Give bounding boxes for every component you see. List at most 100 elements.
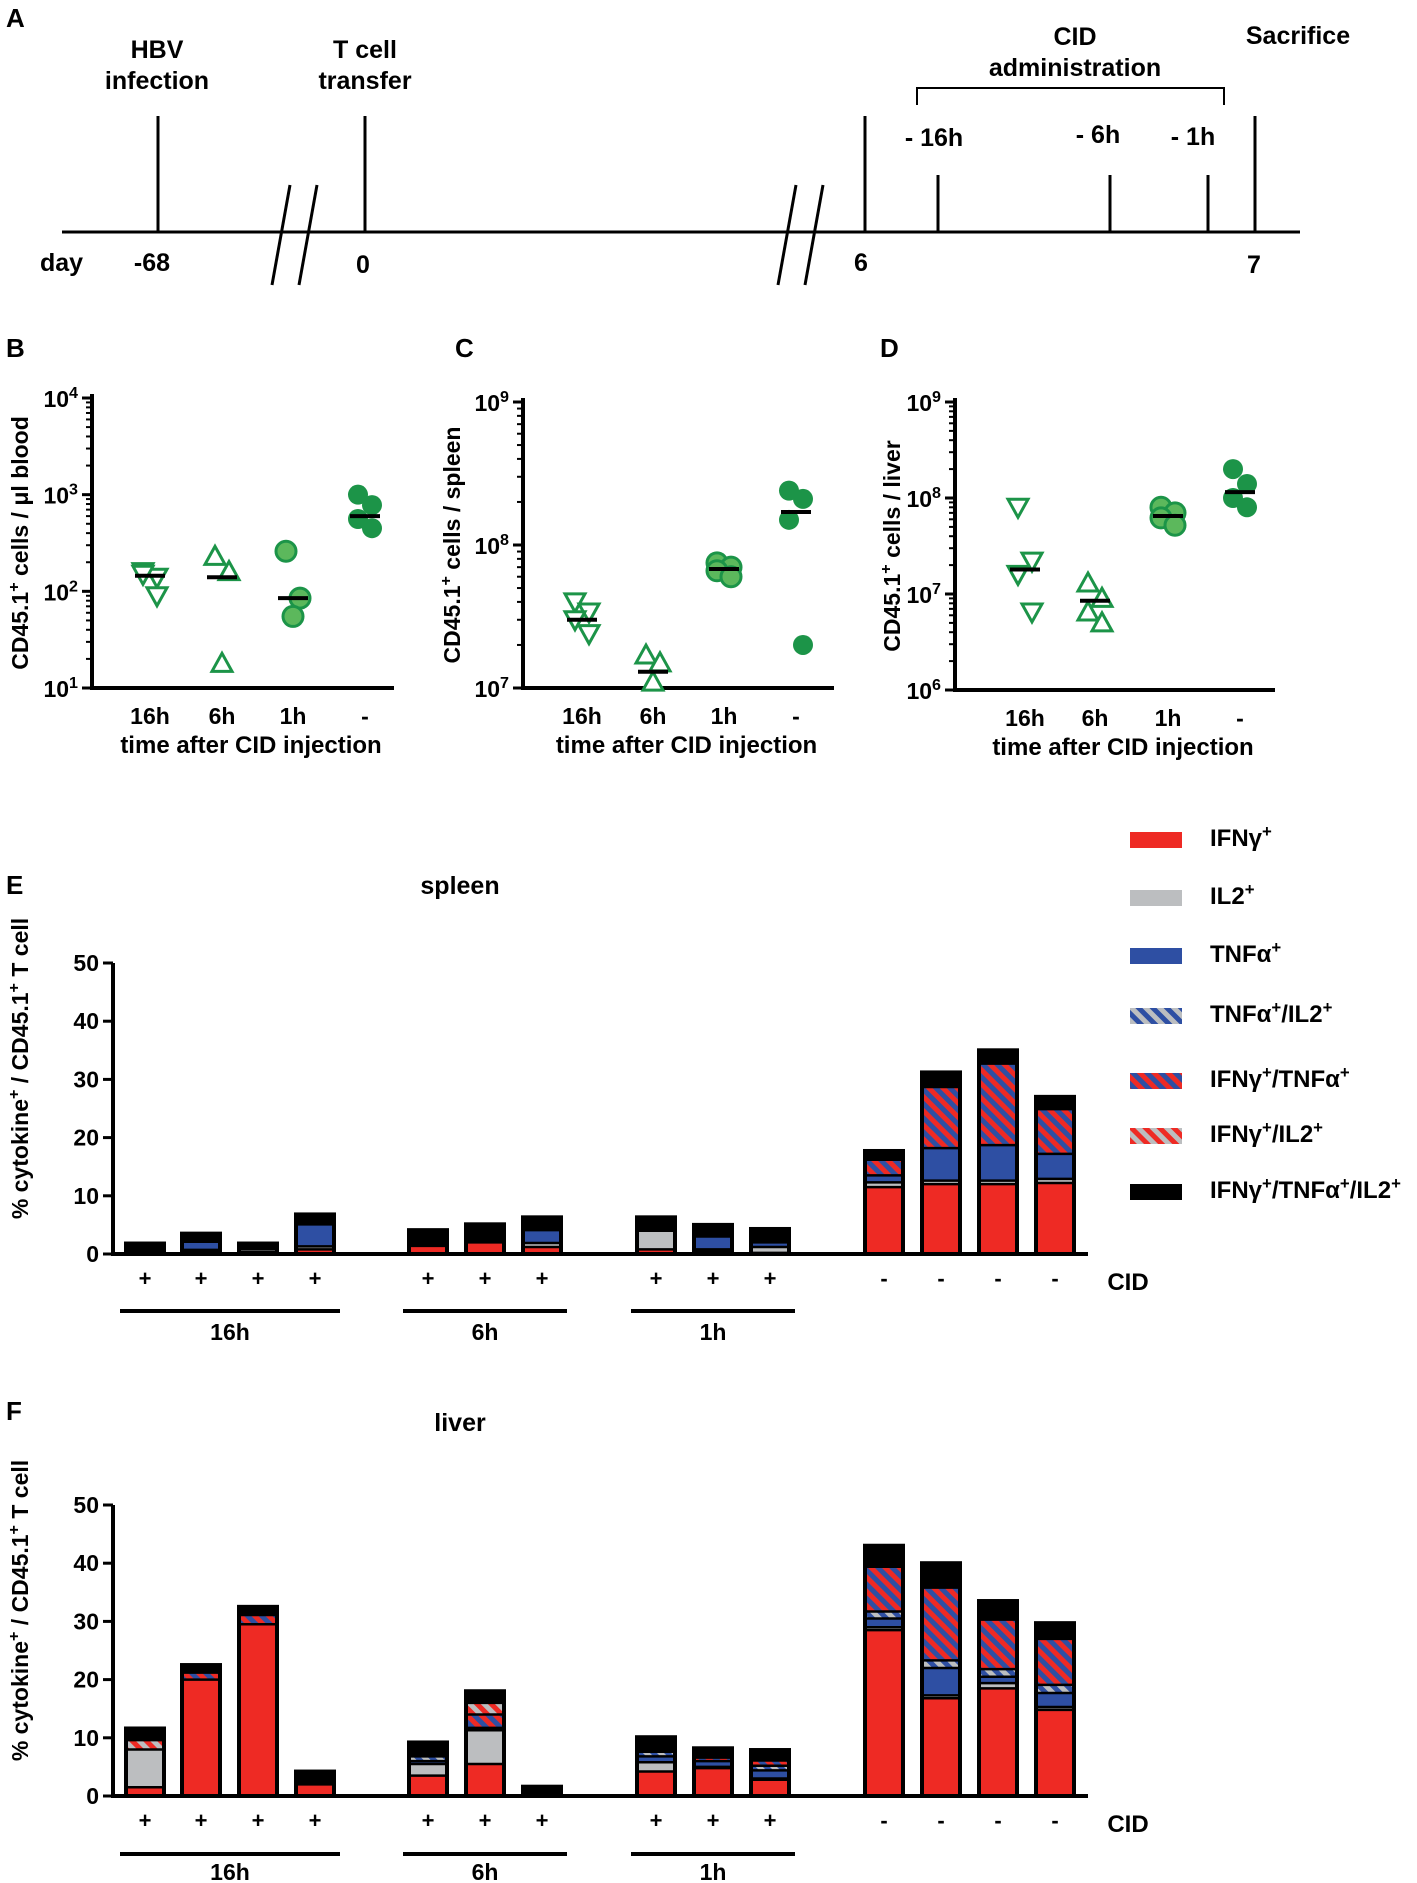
y-axis-label-rest: cells / spleen bbox=[439, 427, 465, 577]
legend-label-sup: + bbox=[1323, 998, 1333, 1017]
legend-label: IFNγ+/TNFα+ bbox=[1210, 1063, 1350, 1094]
sacrifice-label: Sacrifice bbox=[1246, 22, 1350, 50]
panel-a-timeline: A HBV infection T cell transfer CID admi… bbox=[6, 3, 1350, 286]
x-tick-label: 6h bbox=[640, 703, 667, 729]
x-tick-label: 1h bbox=[711, 703, 738, 729]
panel-label-d: D bbox=[880, 333, 899, 363]
y-tick-exponent: 9 bbox=[500, 388, 509, 406]
y-tick-label: 30 bbox=[73, 1066, 99, 1092]
bar-segment-IFNg bbox=[865, 1187, 903, 1254]
legend-label-sup: + bbox=[1391, 1174, 1401, 1193]
legend-label-part: IFNγ bbox=[1210, 1121, 1263, 1148]
cid-mark: - bbox=[994, 1266, 1001, 1291]
x-tick-label: 1h bbox=[1155, 705, 1182, 731]
legend-label-sup: + bbox=[1313, 1118, 1323, 1137]
bar-segment-TNFa bbox=[1036, 1153, 1074, 1179]
bar-segment-TNFa_IL2 bbox=[751, 1765, 789, 1771]
cid-time-1h: - 1h bbox=[1171, 123, 1215, 151]
y-axis-label-rest: cells / μl blood bbox=[7, 416, 33, 582]
group-label: 16h bbox=[210, 1319, 250, 1345]
y-axis-label-a: % cytokine bbox=[7, 1099, 33, 1219]
bar-segment-TNFa bbox=[694, 1236, 732, 1250]
axis-break-mark bbox=[776, 184, 798, 286]
legend-label-part: /TNFα bbox=[1272, 1177, 1340, 1204]
bar-segment-IFNg_TNFa_IL2 bbox=[637, 1737, 675, 1751]
data-point-triangle-up bbox=[1075, 598, 1101, 622]
bar-segment-IL2 bbox=[409, 1763, 447, 1776]
bar-segment-IFNg_IL2 bbox=[466, 1702, 504, 1715]
y-tick-label: 10 bbox=[73, 1725, 99, 1751]
panel-label-a: A bbox=[6, 3, 25, 33]
legend-label: IFNγ+ bbox=[1210, 822, 1272, 853]
bar-segment-IFNg_TNFa_IL2 bbox=[922, 1072, 960, 1087]
bar-segment-IFNg_TNFa_IL2 bbox=[409, 1230, 447, 1242]
bar-segment-IFNg_TNFa_IL2 bbox=[637, 1217, 675, 1231]
x-tick-label: - bbox=[1236, 705, 1244, 731]
bar-segment-TNFa_IL2 bbox=[409, 1756, 447, 1762]
bar-segment-TNFa_IL2 bbox=[637, 1751, 675, 1757]
bar-segment-IFNg bbox=[1036, 1709, 1074, 1796]
cid-mark: + bbox=[139, 1266, 152, 1291]
cid-mark: + bbox=[479, 1266, 492, 1291]
panel-label-c: C bbox=[455, 333, 474, 363]
bar-segment-IL2 bbox=[637, 1762, 675, 1772]
bar-segment-IFNg_TNFa_IL2 bbox=[979, 1050, 1017, 1064]
bar-segment-IFNg bbox=[922, 1698, 960, 1796]
y-axis-label-sup: + bbox=[5, 582, 23, 591]
data-point-circle bbox=[362, 518, 382, 539]
bar-segment-IFNg bbox=[182, 1679, 220, 1796]
bar-segment-IL2 bbox=[751, 1247, 789, 1253]
bar-segment-TNFa_IL2 bbox=[1036, 1684, 1074, 1693]
cid-mark: + bbox=[536, 1266, 549, 1291]
y-axis-label: CD45.1+ cells / spleen bbox=[437, 427, 465, 664]
x-tick-label: 16h bbox=[562, 703, 602, 729]
y-tick-base: 10 bbox=[906, 678, 932, 704]
bar-segment-IFNg bbox=[751, 1779, 789, 1796]
bar-segment-TNFa bbox=[1036, 1692, 1074, 1707]
data-point-triangle-up bbox=[209, 650, 235, 673]
cid-axis-label: CID bbox=[1107, 1811, 1148, 1838]
bar-segment-IFNg bbox=[466, 1763, 504, 1796]
cid-time-16h: - 16h bbox=[905, 124, 963, 152]
bar-segment-IFNg bbox=[523, 1247, 561, 1254]
bar-segment-IL2 bbox=[239, 1249, 277, 1253]
cid-mark: + bbox=[195, 1266, 208, 1291]
legend-label-part: /IL2 bbox=[1350, 1177, 1391, 1204]
data-point-circle-light bbox=[719, 565, 743, 589]
y-tick-label: 108 bbox=[474, 531, 509, 559]
y-tick-label: 10 bbox=[73, 1183, 99, 1209]
y-tick-exponent: 1 bbox=[69, 674, 78, 692]
legend-label-part: IL2 bbox=[1210, 883, 1245, 910]
cid-mark: + bbox=[650, 1266, 663, 1291]
cid-mark: + bbox=[479, 1808, 492, 1833]
cid-mark: - bbox=[880, 1266, 887, 1291]
y-tick-exponent: 6 bbox=[932, 676, 941, 694]
bar-segment-IFNg_TNFa_IL2 bbox=[922, 1563, 960, 1588]
bar-segment-IL2 bbox=[979, 1683, 1017, 1689]
bar-segment-IFNg_TNFa bbox=[922, 1086, 960, 1149]
y-tick-label: 109 bbox=[906, 388, 941, 416]
cid-mark: - bbox=[880, 1808, 887, 1833]
y-tick-exponent: 9 bbox=[932, 388, 941, 406]
bar-segment-IFNg_TNFa_IL2 bbox=[126, 1728, 164, 1741]
cid-mark: + bbox=[422, 1808, 435, 1833]
panel-label-b: B bbox=[6, 333, 25, 363]
bar-segment-IFNg_TNFa bbox=[865, 1159, 903, 1176]
bar-segment-TNFa bbox=[751, 1770, 789, 1779]
data-point-triangle-up bbox=[1075, 569, 1101, 593]
y-tick-label: 40 bbox=[73, 1008, 99, 1034]
day-tick-m68: -68 bbox=[134, 249, 170, 277]
y-tick-label: 30 bbox=[73, 1608, 99, 1634]
bar-segment-IFNg bbox=[922, 1184, 960, 1254]
cid-mark: + bbox=[252, 1808, 265, 1833]
bar-segment-TNFa bbox=[865, 1618, 903, 1628]
y-tick-base: 10 bbox=[474, 533, 500, 559]
y-tick-base: 10 bbox=[43, 483, 69, 509]
y-axis-label-main: CD45.1 bbox=[879, 574, 905, 652]
bar-segment-IFNg bbox=[694, 1768, 732, 1796]
cid-bracket bbox=[916, 87, 1225, 105]
bar-panel-f-liver: liver + + + + + + + + + + - - - - 0 10 20 30 40 50 % cytokine… bbox=[5, 1409, 1149, 1883]
bar-segment-IFNg_TNFa_IL2 bbox=[296, 1214, 334, 1224]
bar-segment-IL2 bbox=[637, 1230, 675, 1250]
legend-label-sup: + bbox=[1262, 1174, 1272, 1193]
